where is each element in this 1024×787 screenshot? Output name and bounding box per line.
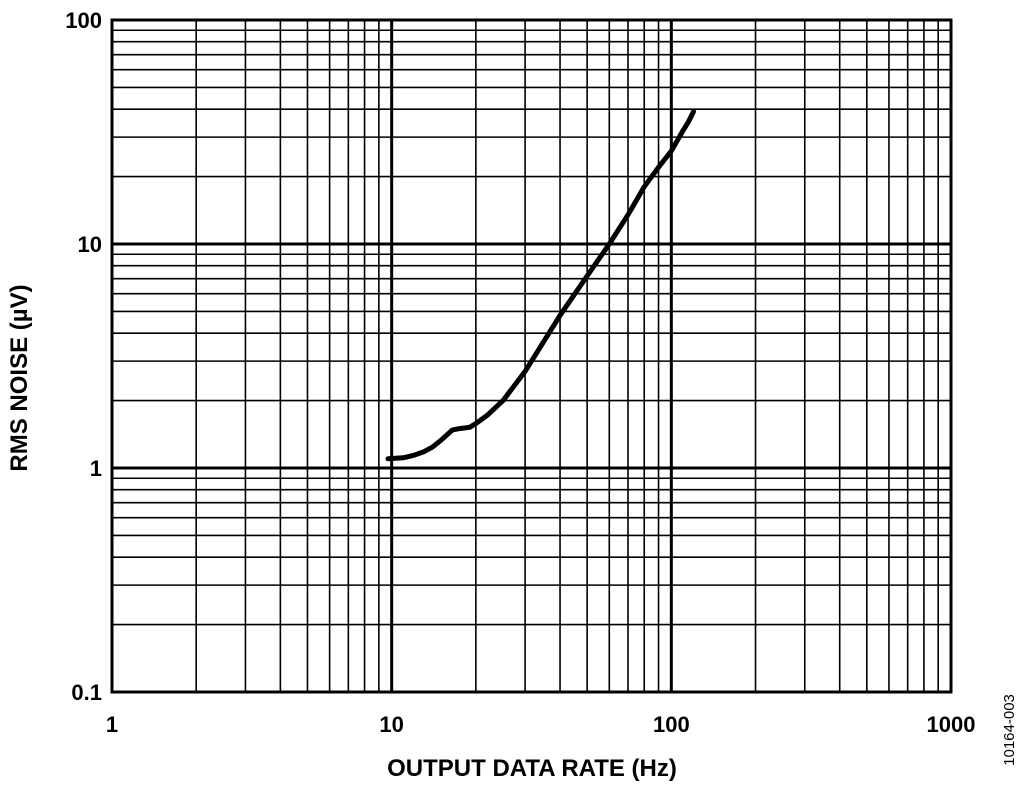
x-tick-label: 1000 [927,712,976,737]
noise-curve [385,109,696,462]
x-axis-title: OUTPUT DATA RATE (Hz) [387,755,677,782]
x-tick-labels: 1 10 100 1000 [106,712,976,737]
y-axis-title: RMS NOISE (µV) [6,284,33,471]
y-tick-labels: 0.1 1 10 100 [65,8,102,705]
x-tick-label: 10 [379,712,403,737]
figure-id: 10164-003 [1001,694,1018,766]
plot-frame [110,18,953,694]
y-tick-label: 0.1 [71,680,102,705]
grid-major-lines [112,20,951,692]
x-tick-label: 100 [653,712,690,737]
y-tick-label: 1 [90,456,102,481]
y-tick-label: 100 [65,8,102,33]
x-tick-label: 1 [106,712,118,737]
grid-minor-lines [112,20,951,692]
y-tick-label: 10 [78,232,102,257]
